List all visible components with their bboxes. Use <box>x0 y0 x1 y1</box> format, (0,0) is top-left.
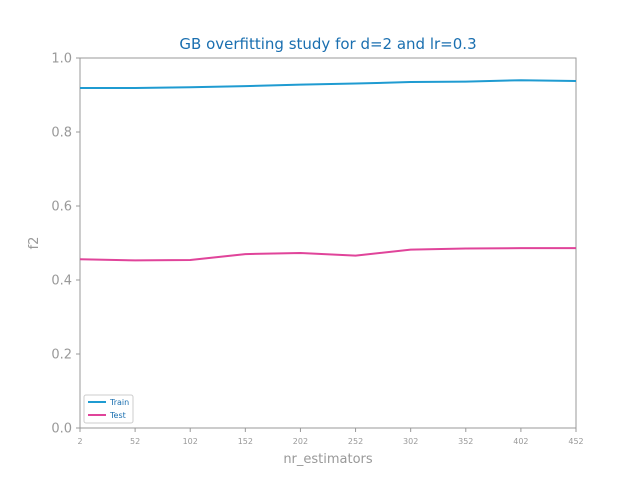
y-tick-label: 0.0 <box>51 422 72 437</box>
x-tick-label: 102 <box>183 437 198 446</box>
x-tick-label: 152 <box>238 437 253 446</box>
chart-title: GB overfitting study for d=2 and lr=0.3 <box>179 35 476 53</box>
y-tick-label: 0.8 <box>51 126 72 141</box>
x-axis-label: nr_estimators <box>283 452 373 467</box>
x-tick-label: 302 <box>403 437 418 446</box>
x-tick-label: 452 <box>568 437 583 446</box>
y-tick-label: 0.6 <box>51 200 72 215</box>
x-tick-label: 202 <box>293 437 308 446</box>
x-tick-label: 352 <box>458 437 473 446</box>
x-tick-label: 52 <box>130 437 140 446</box>
y-axis-label: f2 <box>27 237 42 250</box>
x-tick-label: 2 <box>77 437 82 446</box>
y-tick-label: 0.2 <box>51 348 72 363</box>
y-tick-label: 1.0 <box>51 52 72 67</box>
x-tick-label: 252 <box>348 437 363 446</box>
y-tick-label: 0.4 <box>51 274 72 289</box>
plot-area: 0.00.20.40.60.81.02 52 102 152 202 252 302 352 4… <box>51 52 583 447</box>
legend-label-test: Test <box>109 411 126 420</box>
x-tick-label: 402 <box>513 437 528 446</box>
legend-label-train: Train <box>109 398 129 407</box>
series-line-test <box>79 247 576 262</box>
plot-frame <box>79 57 577 429</box>
series-line-train <box>80 79 577 89</box>
